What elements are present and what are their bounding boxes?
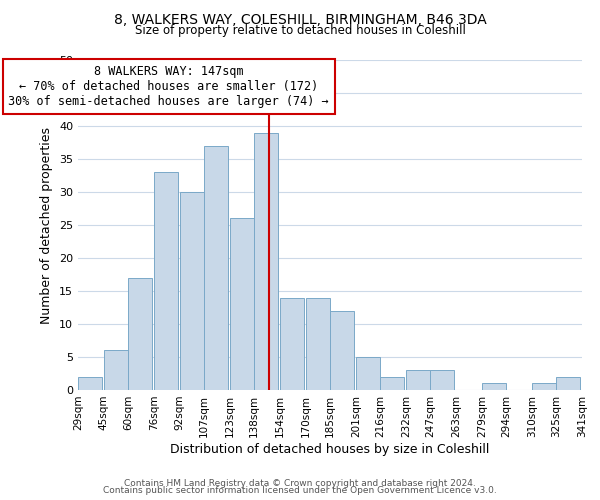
X-axis label: Distribution of detached houses by size in Coleshill: Distribution of detached houses by size … <box>170 442 490 456</box>
Bar <box>204 146 228 390</box>
Bar <box>280 298 304 390</box>
Text: Contains HM Land Registry data © Crown copyright and database right 2024.: Contains HM Land Registry data © Crown c… <box>124 478 476 488</box>
Text: 8 WALKERS WAY: 147sqm
← 70% of detached houses are smaller (172)
30% of semi-det: 8 WALKERS WAY: 147sqm ← 70% of detached … <box>8 65 329 108</box>
Bar <box>430 370 454 390</box>
Bar <box>356 357 380 390</box>
Bar <box>482 384 506 390</box>
Bar <box>78 377 102 390</box>
Bar <box>330 311 354 390</box>
Bar <box>128 278 152 390</box>
Bar <box>180 192 204 390</box>
Bar <box>556 377 580 390</box>
Bar <box>406 370 430 390</box>
Bar <box>306 298 330 390</box>
Bar <box>532 384 556 390</box>
Text: 8, WALKERS WAY, COLESHILL, BIRMINGHAM, B46 3DA: 8, WALKERS WAY, COLESHILL, BIRMINGHAM, B… <box>113 12 487 26</box>
Bar <box>230 218 254 390</box>
Bar <box>104 350 128 390</box>
Text: Contains public sector information licensed under the Open Government Licence v3: Contains public sector information licen… <box>103 486 497 495</box>
Bar <box>380 377 404 390</box>
Text: Size of property relative to detached houses in Coleshill: Size of property relative to detached ho… <box>134 24 466 37</box>
Bar <box>154 172 178 390</box>
Y-axis label: Number of detached properties: Number of detached properties <box>40 126 53 324</box>
Bar <box>254 132 278 390</box>
